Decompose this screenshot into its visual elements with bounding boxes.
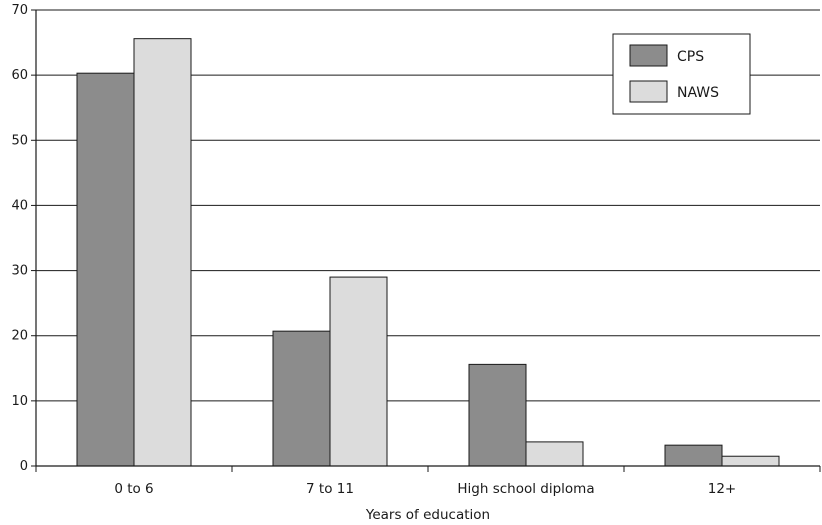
- y-tick-label: 20: [11, 329, 28, 344]
- x-axis-title: Years of education: [365, 507, 490, 523]
- x-tick-labels: 0 to 6 7 to 11 High school diploma 12+: [114, 481, 736, 497]
- x-tick-label: 0 to 6: [114, 481, 153, 497]
- y-tick-label: 40: [11, 198, 28, 213]
- bar-cps-3: [664, 444, 723, 467]
- bar-naws-2: [525, 441, 584, 467]
- legend-label-cps: CPS: [677, 49, 704, 65]
- y-tick-label: 0: [20, 459, 28, 474]
- x-tick-label: High school diploma: [457, 481, 594, 497]
- y-tick-label: 70: [11, 3, 28, 18]
- x-tick-label: 7 to 11: [306, 481, 354, 497]
- bar-naws-1: [329, 276, 388, 467]
- y-tick-label: 10: [11, 394, 28, 409]
- y-tick-labels: 0 10 20 30 40 50 60 70: [11, 3, 28, 474]
- bar-naws-3: [721, 455, 780, 467]
- axes: [31, 9, 821, 472]
- bars: [76, 38, 780, 467]
- bar-cps-1: [272, 330, 331, 467]
- bar-cps-2: [468, 363, 527, 467]
- y-tick-label: 50: [11, 133, 28, 148]
- legend-swatch-cps: [629, 44, 668, 67]
- y-tick-label: 60: [11, 68, 28, 83]
- legend-swatch-naws: [629, 80, 668, 103]
- legend-label-naws: NAWS: [677, 85, 719, 101]
- bar-cps-0: [76, 72, 135, 467]
- y-tick-label: 30: [11, 264, 28, 279]
- bar-naws-0: [133, 38, 192, 467]
- legend: CPS NAWS: [612, 33, 751, 115]
- x-tick-label: 12+: [708, 481, 737, 497]
